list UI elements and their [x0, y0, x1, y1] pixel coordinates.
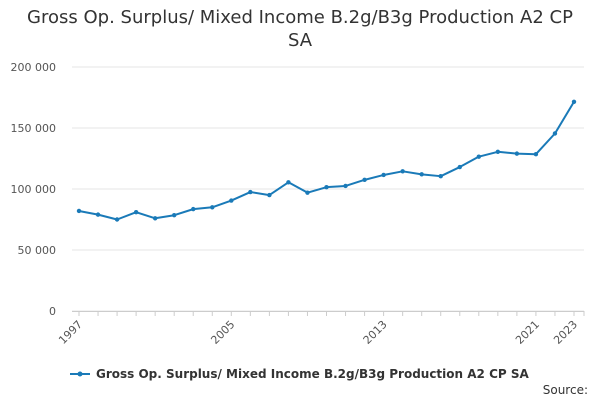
x-tick-label-2: 2013: [361, 318, 390, 347]
series-line-0: [78, 100, 575, 221]
data-point-2022: [552, 131, 558, 136]
data-point-1999: [114, 217, 120, 222]
x-tick-label-1: 2005: [208, 318, 237, 347]
y-tick-label-4: 200 000: [11, 61, 57, 74]
data-point-2018: [476, 154, 482, 159]
x-tick-labels: 1997 2005 2013 2021 2023: [56, 318, 580, 347]
data-point-2009: [305, 190, 310, 195]
series-layer: [76, 99, 577, 222]
data-point-2008: [286, 180, 291, 185]
data-point-2006: [248, 189, 253, 195]
data-point-2016: [438, 173, 443, 179]
legend-label: Gross Op. Surplus/ Mixed Income B.2g/B3g…: [96, 367, 529, 381]
data-point-2002: [171, 213, 177, 218]
data-point-1998: [95, 212, 101, 217]
axes: [72, 311, 585, 316]
data-point-2007: [267, 192, 272, 198]
x-tick-label-3: 2021: [513, 318, 542, 347]
data-point-2001: [152, 216, 158, 221]
data-point-2017: [457, 164, 462, 170]
data-point-2014: [400, 169, 405, 174]
source-label: Source:: [542, 383, 588, 397]
data-point-2010: [324, 184, 329, 190]
data-point-2020: [514, 151, 520, 156]
data-point-2012: [362, 177, 367, 183]
y-tick-label-2: 100 000: [11, 183, 57, 196]
data-point-2015: [419, 172, 424, 177]
data-point-1997: [76, 208, 82, 214]
x-tick-label-0: 1997: [56, 318, 85, 347]
data-point-2004: [210, 205, 215, 210]
y-tick-labels: 0 50 000 100 000 150 000 200 000: [11, 61, 57, 318]
y-tick-label-3: 150 000: [11, 122, 57, 135]
data-point-2019: [495, 149, 501, 154]
data-point-2011: [343, 183, 348, 189]
grid-lines: [72, 66, 584, 312]
data-point-2021: [533, 152, 539, 157]
data-point-2003: [191, 206, 196, 212]
legend-swatch-icon: [70, 371, 90, 377]
x-tick-label-4: 2023: [551, 318, 580, 347]
data-point-2013: [381, 172, 386, 178]
legend[interactable]: Gross Op. Surplus/ Mixed Income B.2g/B3g…: [70, 364, 529, 384]
y-tick-label-0: 0: [49, 305, 56, 318]
data-point-2005: [229, 198, 234, 203]
data-point-2000: [133, 209, 139, 215]
chart-title: Gross Op. Surplus/ Mixed Income B.2g/B3g…: [27, 7, 573, 51]
data-point-2023: [571, 99, 577, 104]
y-tick-label-1: 50 000: [18, 244, 57, 257]
